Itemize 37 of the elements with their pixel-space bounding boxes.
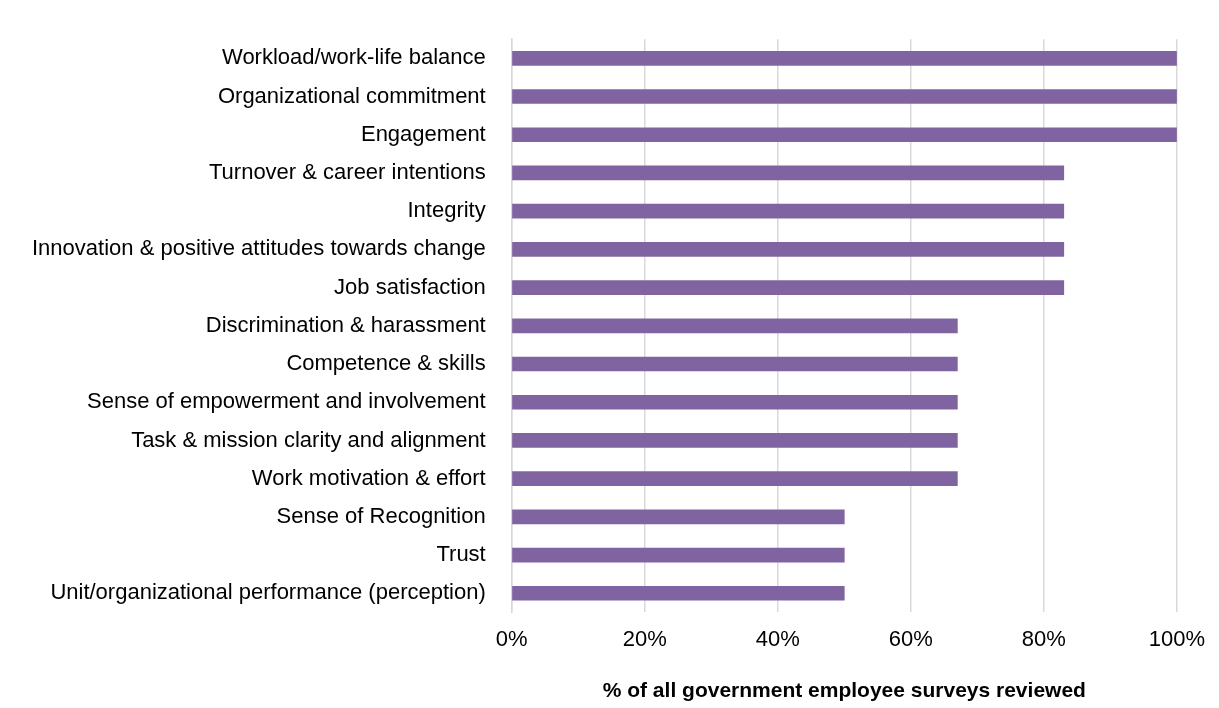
y-tick-label: Work motivation & effort <box>251 464 486 490</box>
y-tick-label: Sense of empowerment and involvement <box>87 388 486 414</box>
bar <box>512 547 845 563</box>
bar <box>512 50 1177 66</box>
y-tick-label: Unit/organizational performance (perception) <box>50 579 486 605</box>
bar <box>512 433 958 448</box>
y-tick-label: Job satisfaction <box>334 273 486 299</box>
bar <box>512 509 845 525</box>
x-tick-label: 0% <box>495 625 528 651</box>
x-tick-label: 100% <box>1148 625 1206 651</box>
y-tick-label: Innovation & positive attitudes towards change <box>31 235 486 261</box>
bar <box>512 318 958 334</box>
y-tick-label: Workload/work-life balance <box>222 44 486 70</box>
y-tick-label: Sense of Recognition <box>276 502 486 528</box>
y-tick-label: Integrity <box>407 197 486 223</box>
bar <box>512 242 1065 257</box>
y-tick-label: Organizational commitment <box>217 82 486 108</box>
y-tick-label: Task & mission clarity and alignment <box>131 426 486 452</box>
bar <box>512 471 958 486</box>
bar <box>512 585 845 601</box>
bar <box>512 203 1065 219</box>
bar <box>512 356 958 372</box>
y-tick-label: Competence & skills <box>286 350 486 376</box>
x-tick-label: 80% <box>1021 625 1066 651</box>
y-tick-label: Engagement <box>360 120 486 146</box>
bar <box>512 127 1177 143</box>
y-tick-label: Discrimination & harassment <box>205 311 486 337</box>
x-tick-label: 40% <box>755 625 800 651</box>
x-tick-label: 20% <box>622 625 667 651</box>
bar <box>512 89 1177 104</box>
x-axis-title: % of all government employee surveys reviewed <box>602 678 1086 702</box>
y-tick-label: Trust <box>436 541 486 567</box>
bar <box>512 394 958 410</box>
y-tick-label: Turnover & career intentions <box>208 159 486 185</box>
bar <box>512 280 1065 295</box>
x-tick-label: 60% <box>888 625 933 651</box>
bar <box>512 165 1065 181</box>
